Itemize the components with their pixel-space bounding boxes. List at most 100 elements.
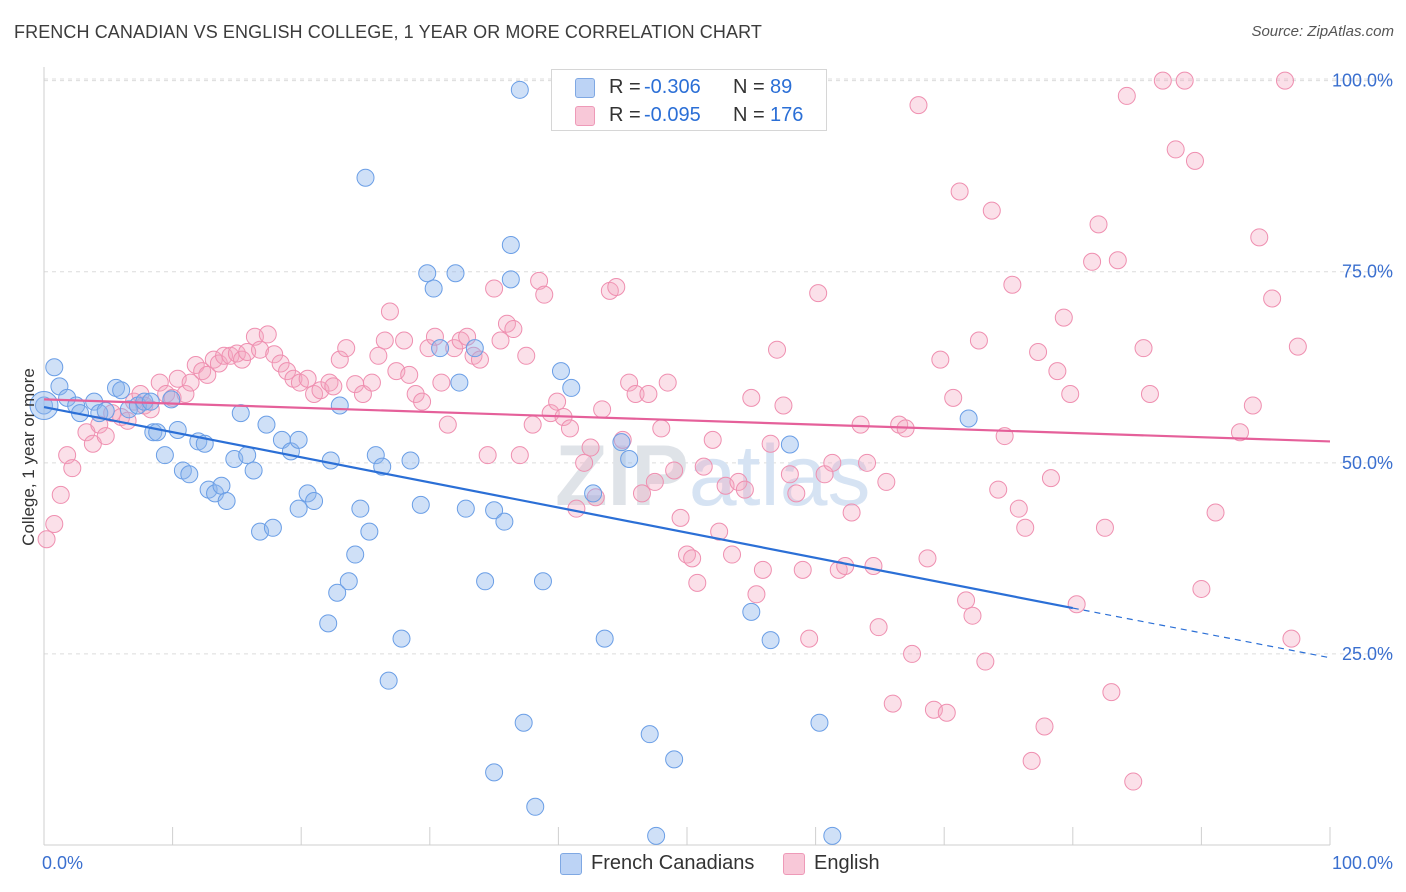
point-french-canadian-large <box>29 390 59 420</box>
point-english <box>645 472 664 491</box>
point-english <box>950 182 969 201</box>
point-english <box>1175 71 1194 90</box>
point-french-canadian <box>476 572 495 591</box>
point-english <box>176 385 195 404</box>
point-french-canadian <box>665 750 684 769</box>
point-english <box>1035 717 1054 736</box>
point-french-canadian <box>231 404 250 423</box>
point-english <box>1108 251 1127 270</box>
point-english <box>1124 772 1143 791</box>
point-french-canadian <box>392 629 411 648</box>
point-french-canadian <box>212 476 231 495</box>
point-english <box>1067 595 1086 614</box>
legend-n-value: 176 <box>770 104 804 126</box>
point-english <box>63 459 82 478</box>
point-french-canadian <box>551 362 570 381</box>
point-french-canadian <box>411 495 430 514</box>
point-french-canadian <box>360 522 379 541</box>
point-english <box>607 278 626 297</box>
point-french-canadian <box>330 396 349 415</box>
point-english <box>982 201 1001 220</box>
legend-n-label: N = <box>733 104 765 126</box>
legend-r-value: -0.095 <box>644 104 701 126</box>
point-english <box>581 438 600 457</box>
point-french-canadian <box>761 631 780 650</box>
point-english <box>620 373 639 392</box>
point-french-canadian <box>424 279 443 298</box>
point-french-canadian <box>418 264 437 283</box>
y-axis-label: College, 1 year or more <box>19 368 38 546</box>
point-english <box>1003 275 1022 294</box>
point-english <box>1206 503 1225 522</box>
point-english <box>198 365 217 384</box>
point-english <box>937 703 956 722</box>
point-french-canadian <box>328 583 347 602</box>
point-english <box>567 499 586 518</box>
point-english <box>330 350 349 369</box>
point-english <box>395 331 414 350</box>
point-english <box>1089 215 1108 234</box>
point-english <box>1230 423 1249 442</box>
x-tick-label-min: 0.0% <box>42 853 83 873</box>
point-english <box>380 302 399 321</box>
point-english <box>903 644 922 663</box>
point-english <box>931 350 950 369</box>
point-french-canadian <box>959 409 978 428</box>
point-french-canadian <box>319 614 338 633</box>
point-french-canadian <box>168 420 187 439</box>
point-english <box>836 557 855 576</box>
point-french-canadian <box>112 381 131 400</box>
point-english <box>1022 751 1041 770</box>
point-french-canadian <box>305 492 324 511</box>
point-french-canadian <box>501 235 520 254</box>
point-english <box>181 373 200 392</box>
legend-r-label: R = <box>609 104 641 126</box>
point-french-canadian <box>366 446 385 465</box>
point-english <box>478 446 497 465</box>
point-french-canadian <box>351 499 370 518</box>
point-english <box>517 346 536 365</box>
point-french-canadian <box>373 457 392 476</box>
point-english <box>406 385 425 404</box>
point-french-canadian <box>148 423 167 442</box>
point-english <box>425 327 444 346</box>
point-english <box>1095 518 1114 537</box>
point-english <box>438 415 457 434</box>
point-english <box>432 373 451 392</box>
point-english <box>851 415 870 434</box>
watermark: ZIPatlas <box>555 428 870 524</box>
point-english <box>742 388 761 407</box>
y-tick-label: 50.0% <box>1342 453 1393 473</box>
y-tick-label: 25.0% <box>1342 644 1393 664</box>
point-english <box>944 388 963 407</box>
point-french-canadian <box>823 826 842 845</box>
point-english <box>780 465 799 484</box>
point-french-canadian <box>339 572 358 591</box>
point-french-canadian <box>742 602 761 621</box>
point-english <box>362 373 381 392</box>
point-french-canadian <box>647 826 666 845</box>
point-french-canadian <box>456 499 475 518</box>
point-french-canadian <box>162 390 181 409</box>
point-english <box>548 392 567 411</box>
point-french-canadian <box>562 378 581 397</box>
point-english <box>909 96 928 115</box>
point-english <box>1016 518 1035 537</box>
legend-r-label: R = <box>609 76 641 98</box>
point-english <box>963 606 982 625</box>
point-english <box>747 585 766 604</box>
point-english <box>375 331 394 350</box>
point-english <box>1102 683 1121 702</box>
point-french-canadian <box>595 629 614 648</box>
legend-n-label: N = <box>733 76 765 98</box>
point-french-canadian <box>298 484 317 503</box>
point-english <box>774 396 793 415</box>
trend-lines <box>43 398 1331 659</box>
point-french-canadian <box>514 713 533 732</box>
point-french-canadian <box>640 725 659 744</box>
point-english <box>989 480 1008 499</box>
point-french-canadian <box>780 435 799 454</box>
point-french-canadian <box>35 396 53 415</box>
point-english <box>823 453 842 472</box>
point-english <box>150 373 169 392</box>
